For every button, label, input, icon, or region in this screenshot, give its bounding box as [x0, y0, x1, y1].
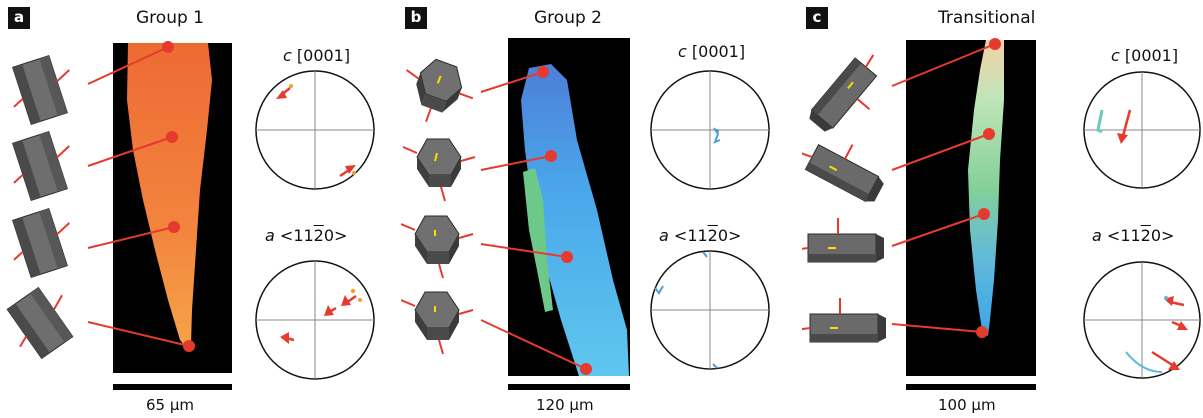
grain-c — [968, 40, 1004, 336]
pole-figure-c-c — [1083, 71, 1201, 189]
crystal-a3 — [12, 207, 70, 279]
crystal-c3 — [802, 218, 884, 263]
pole-figure-a-b — [650, 250, 770, 370]
crystal-b1 — [405, 58, 474, 123]
scale-bar-a — [113, 384, 232, 390]
crystal-b3 — [401, 215, 474, 279]
pole-label-a-b: a <1120> — [659, 226, 742, 245]
crystal-c4 — [802, 298, 886, 343]
pole-figure-a-c — [1083, 261, 1201, 379]
panel-tag-c: c — [806, 7, 828, 29]
connectors-a — [87, 41, 195, 352]
pole-label-a-c: a <1120> — [1092, 226, 1175, 245]
crystal-c1 — [809, 54, 878, 132]
panel-a: a Group 1 — [0, 0, 401, 418]
panel-title-b: Group 2 — [534, 8, 602, 28]
pole-figure-a-a — [255, 260, 375, 380]
pole-label-c-c: c [0001] — [1111, 46, 1179, 65]
panel-c: c Transitional — [802, 0, 1203, 418]
panel-title-c: Transitional — [938, 8, 1036, 28]
pole-label-c-b: c [0001] — [678, 42, 746, 61]
crystal-a4 — [6, 286, 74, 360]
grain-a — [127, 43, 212, 350]
panel-title-a: Group 1 — [136, 8, 204, 28]
crystal-b2 — [402, 138, 476, 202]
panel-a-graphics — [6, 41, 375, 390]
scale-bar-c — [906, 384, 1036, 390]
scale-label-c: 100 µm — [938, 396, 996, 414]
grain-b-green-region — [523, 168, 553, 312]
scale-label-b: 120 µm — [536, 396, 594, 414]
crystal-a1 — [12, 54, 70, 126]
crystal-a2 — [12, 130, 70, 202]
panel-b-graphics — [401, 38, 770, 390]
connectors-b — [480, 66, 592, 375]
connectors-c — [891, 38, 1001, 338]
crystal-b4 — [401, 291, 474, 355]
pole-figure-c-b — [650, 70, 770, 190]
panel-c-graphics — [802, 38, 1201, 390]
pole-figure-c-a — [255, 70, 375, 190]
panel-b: b Group 2 — [401, 0, 802, 418]
panel-tag-b: b — [405, 7, 427, 29]
pole-label-a-a: a <1120> — [265, 226, 348, 245]
scale-bar-b — [508, 384, 630, 390]
scale-label-a: 65 µm — [146, 396, 195, 414]
panel-tag-a: a — [8, 7, 30, 29]
crystal-c2 — [802, 144, 884, 202]
grain-b — [521, 64, 629, 376]
pole-label-c-a: c [0001] — [283, 46, 351, 65]
